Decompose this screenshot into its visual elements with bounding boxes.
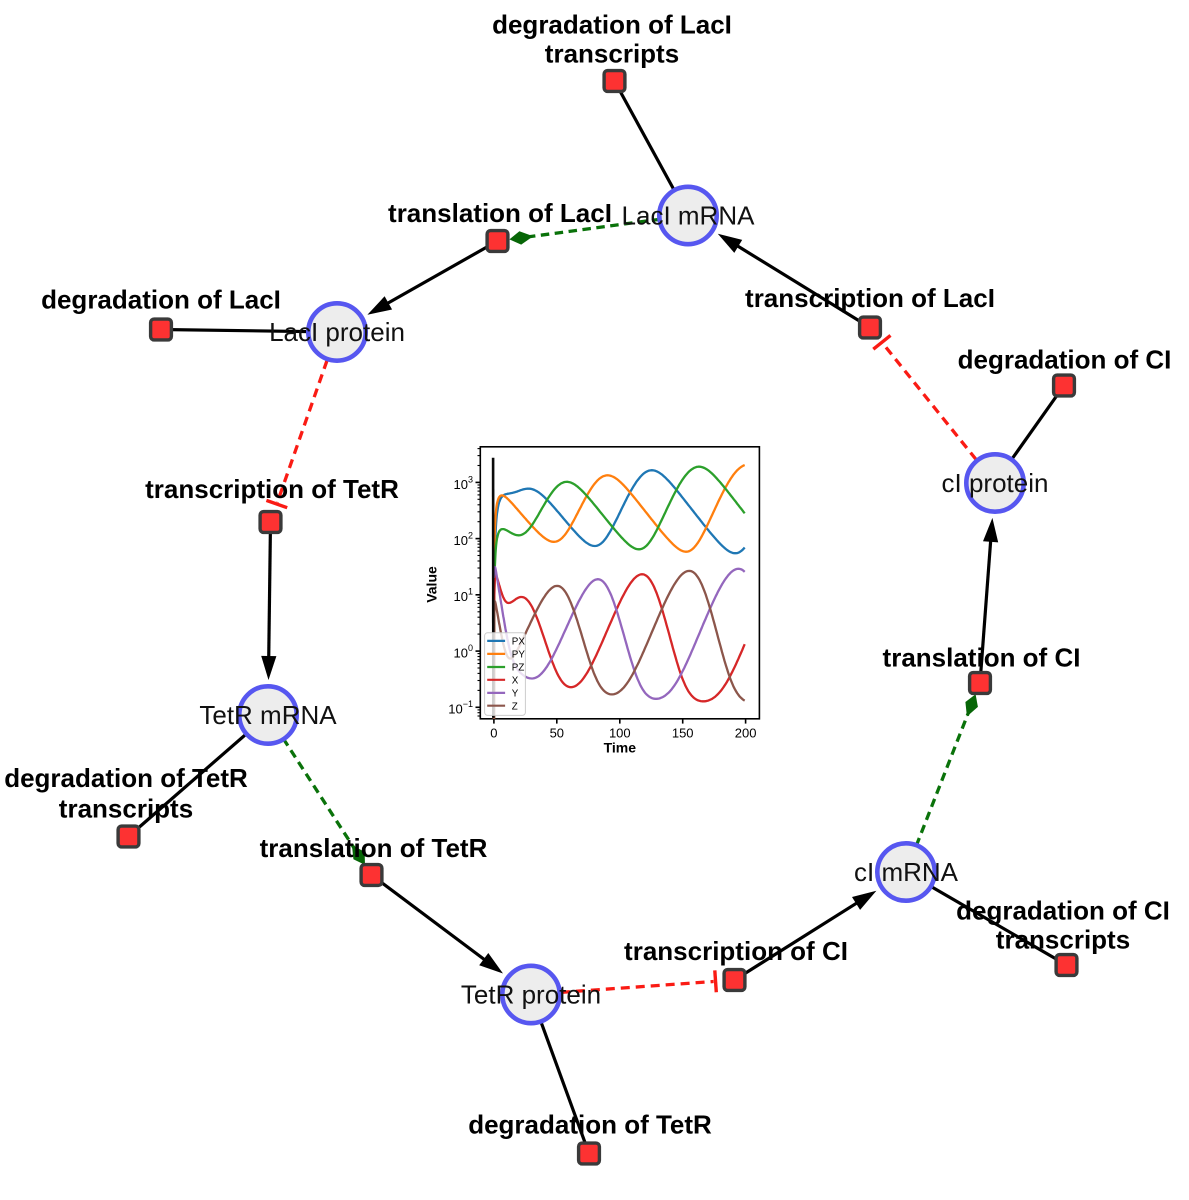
svg-text:101: 101 xyxy=(454,587,473,605)
svg-text:translation of CI: translation of CI xyxy=(883,642,1081,672)
svg-text:150: 150 xyxy=(672,725,694,740)
svg-text:PX: PX xyxy=(512,637,526,648)
svg-text:translation of LacI: translation of LacI xyxy=(388,198,612,228)
svg-text:TetR protein: TetR protein xyxy=(461,980,601,1010)
svg-text:degradation of LacI: degradation of LacI xyxy=(41,284,281,314)
svg-text:transcripts: transcripts xyxy=(996,924,1130,954)
svg-text:Value: Value xyxy=(424,566,440,603)
svg-text:degradation of TetR: degradation of TetR xyxy=(468,1109,712,1139)
svg-text:translation of TetR: translation of TetR xyxy=(260,833,488,863)
svg-text:LacI mRNA: LacI mRNA xyxy=(622,201,756,231)
svg-text:degradation of CI: degradation of CI xyxy=(958,344,1172,374)
svg-text:103: 103 xyxy=(454,474,473,492)
svg-text:102: 102 xyxy=(454,531,473,549)
svg-text:200: 200 xyxy=(735,725,757,740)
svg-text:Y: Y xyxy=(512,689,519,700)
svg-text:transcription of TetR: transcription of TetR xyxy=(145,474,399,504)
svg-text:100: 100 xyxy=(454,643,473,661)
svg-text:0: 0 xyxy=(490,725,497,740)
svg-text:transcripts: transcripts xyxy=(545,38,679,68)
svg-text:transcription of LacI: transcription of LacI xyxy=(745,283,995,313)
svg-text:transcription of CI: transcription of CI xyxy=(624,936,848,966)
svg-text:10−1: 10−1 xyxy=(448,699,473,717)
svg-text:X: X xyxy=(512,675,519,686)
svg-text:50: 50 xyxy=(550,725,564,740)
svg-text:PY: PY xyxy=(512,650,526,661)
svg-text:degradation of CI: degradation of CI xyxy=(956,895,1170,925)
svg-text:PZ: PZ xyxy=(512,663,525,674)
svg-text:Time: Time xyxy=(604,739,637,755)
svg-text:cI mRNA: cI mRNA xyxy=(854,857,959,887)
svg-text:TetR mRNA: TetR mRNA xyxy=(199,700,337,730)
svg-text:Z: Z xyxy=(512,701,518,712)
svg-text:LacI protein: LacI protein xyxy=(269,317,405,347)
svg-text:cI protein: cI protein xyxy=(942,468,1049,498)
svg-text:degradation of LacI: degradation of LacI xyxy=(492,9,732,39)
svg-text:100: 100 xyxy=(609,725,631,740)
svg-text:degradation of TetR: degradation of TetR xyxy=(4,763,248,793)
svg-text:transcripts: transcripts xyxy=(59,793,193,823)
